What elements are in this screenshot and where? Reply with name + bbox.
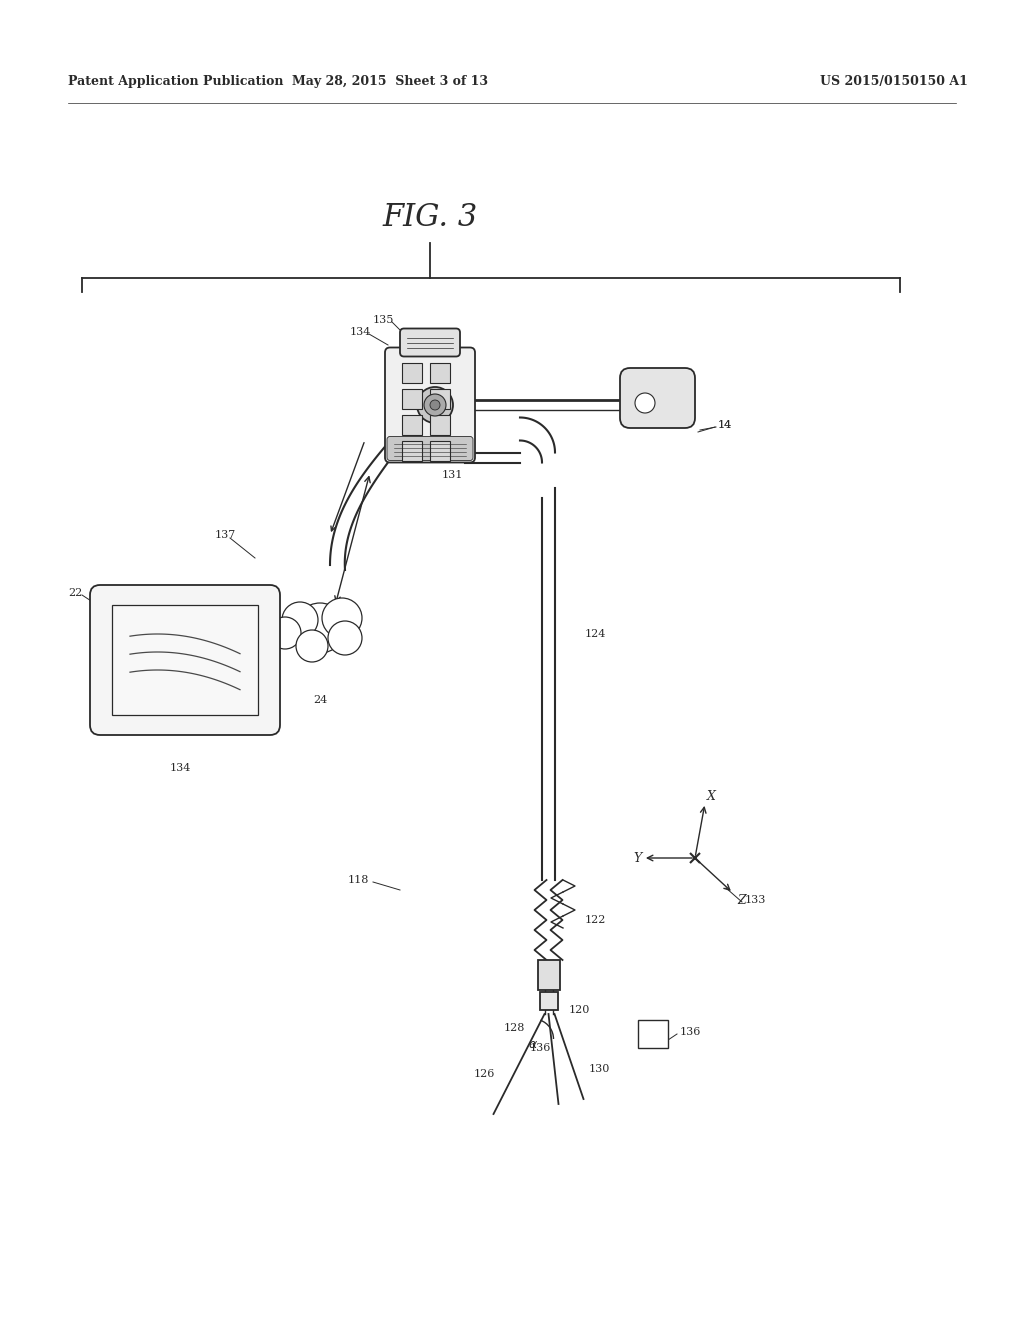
- Circle shape: [328, 620, 362, 655]
- Circle shape: [424, 393, 446, 416]
- Text: 126: 126: [473, 1069, 495, 1078]
- Bar: [112, 605, 258, 715]
- Text: 136: 136: [680, 1027, 701, 1038]
- Circle shape: [322, 598, 362, 638]
- Text: 134: 134: [169, 763, 190, 774]
- Bar: [540, 993, 557, 1010]
- Bar: [638, 1020, 668, 1048]
- Text: 118: 118: [348, 875, 370, 884]
- Text: 14: 14: [718, 420, 732, 430]
- Circle shape: [296, 630, 328, 663]
- Text: Z: Z: [737, 894, 745, 907]
- Circle shape: [430, 400, 440, 411]
- Circle shape: [269, 616, 301, 649]
- Text: 137: 137: [215, 531, 237, 540]
- Text: Patent Application Publication: Patent Application Publication: [68, 75, 284, 88]
- Text: 136: 136: [529, 1043, 551, 1053]
- FancyBboxPatch shape: [385, 347, 475, 462]
- Text: 130: 130: [589, 1064, 610, 1074]
- FancyBboxPatch shape: [620, 368, 695, 428]
- Bar: [430, 441, 450, 461]
- Text: $\alpha$: $\alpha$: [528, 1038, 539, 1051]
- Circle shape: [295, 603, 345, 653]
- Text: May 28, 2015  Sheet 3 of 13: May 28, 2015 Sheet 3 of 13: [292, 75, 488, 88]
- Text: Y: Y: [633, 851, 641, 865]
- Circle shape: [635, 393, 655, 413]
- Text: 124: 124: [585, 628, 606, 639]
- Text: 22: 22: [68, 587, 82, 598]
- Text: 14: 14: [718, 420, 732, 430]
- Bar: [402, 389, 422, 409]
- Text: 128: 128: [504, 1023, 525, 1034]
- Text: 122: 122: [585, 915, 606, 925]
- Text: 120: 120: [568, 1005, 590, 1015]
- FancyBboxPatch shape: [90, 585, 280, 735]
- Text: FIG. 3: FIG. 3: [382, 202, 477, 234]
- FancyBboxPatch shape: [400, 329, 460, 356]
- Bar: [402, 441, 422, 461]
- Bar: [402, 363, 422, 383]
- Bar: [538, 960, 559, 990]
- Bar: [430, 389, 450, 409]
- Circle shape: [417, 387, 453, 422]
- Bar: [430, 363, 450, 383]
- Text: X: X: [707, 789, 716, 803]
- Text: 134: 134: [350, 327, 372, 337]
- Bar: [402, 414, 422, 436]
- Circle shape: [282, 602, 318, 638]
- Text: US 2015/0150150 A1: US 2015/0150150 A1: [820, 75, 968, 88]
- Text: 133: 133: [745, 895, 766, 906]
- Text: 24: 24: [313, 696, 327, 705]
- Text: 135: 135: [373, 315, 394, 325]
- Bar: [430, 414, 450, 436]
- FancyBboxPatch shape: [387, 437, 473, 461]
- Text: 131: 131: [442, 470, 464, 480]
